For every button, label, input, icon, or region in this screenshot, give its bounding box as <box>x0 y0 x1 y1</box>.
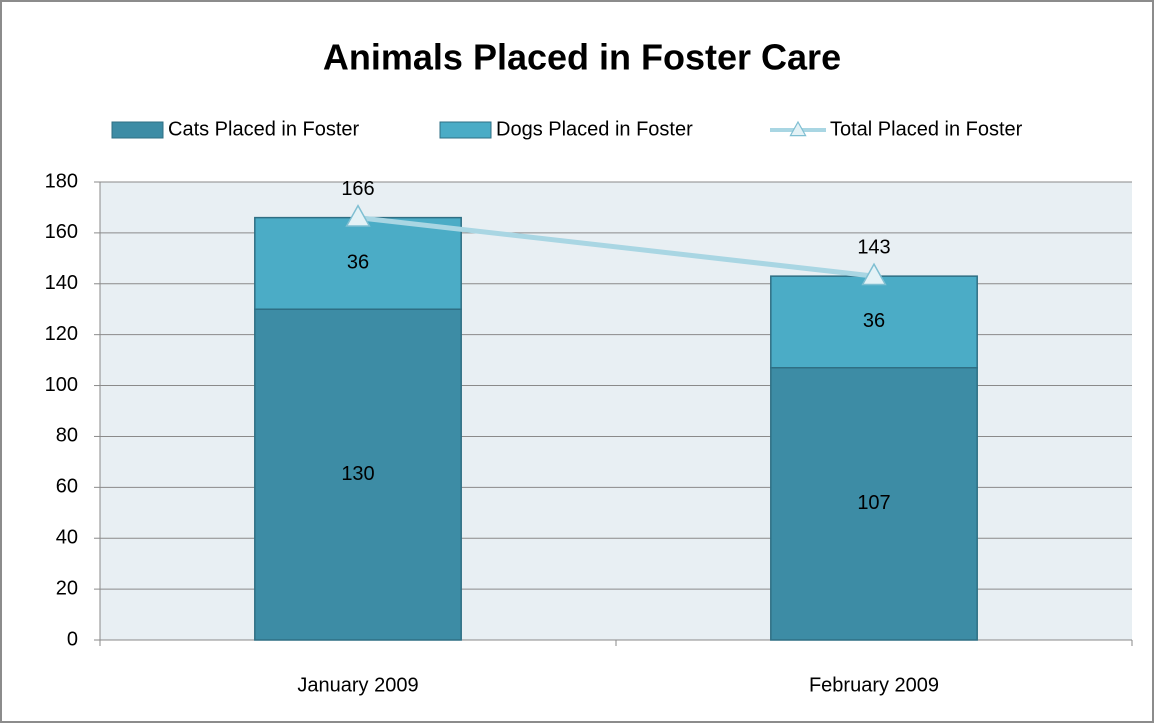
bar-segment <box>254 308 462 641</box>
legend-label: Total Placed in Foster <box>830 118 1023 140</box>
y-tick-label: 180 <box>45 170 78 192</box>
y-tick-label: 140 <box>45 272 78 294</box>
y-tick-label: 160 <box>45 221 78 243</box>
y-tick-label: 0 <box>67 628 78 650</box>
legend-label: Dogs Placed in Foster <box>496 118 693 140</box>
data-label: 36 <box>863 310 885 332</box>
legend-swatch <box>111 121 164 139</box>
y-tick-label: 80 <box>56 425 78 447</box>
data-label: 36 <box>347 252 369 274</box>
y-tick-label: 40 <box>56 527 78 549</box>
y-tick-label: 120 <box>45 323 78 345</box>
legend-swatch <box>439 121 492 139</box>
line-marker <box>861 262 887 286</box>
chart-title: Animals Placed in Foster Care <box>323 37 841 78</box>
data-label: 107 <box>857 492 890 514</box>
x-tick-label: January 2009 <box>297 674 418 696</box>
line-series <box>357 215 875 279</box>
line-marker <box>345 204 371 227</box>
data-label: 143 <box>857 236 890 258</box>
y-tick-label: 60 <box>56 476 78 498</box>
data-label: 166 <box>341 178 374 200</box>
x-tick-label: February 2009 <box>809 674 939 696</box>
y-tick-label: 100 <box>45 374 78 396</box>
bar-segment <box>770 275 978 369</box>
y-tick-label: 20 <box>56 577 78 599</box>
bar-segment <box>770 366 978 641</box>
legend-label: Cats Placed in Foster <box>168 118 360 140</box>
data-label: 130 <box>341 463 374 485</box>
legend-marker <box>789 120 807 137</box>
